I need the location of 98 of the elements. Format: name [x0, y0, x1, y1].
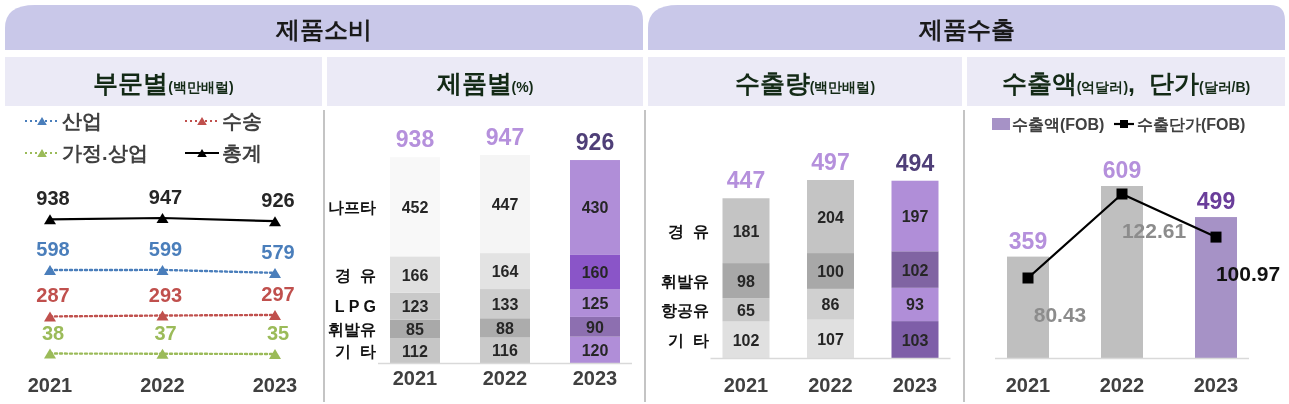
data-label: 452 — [401, 198, 429, 216]
point — [44, 348, 56, 359]
data-label: 90 — [586, 318, 604, 336]
data-label: 93 — [906, 296, 924, 314]
x-tick-label: 2021 — [1005, 374, 1051, 396]
bar — [807, 180, 854, 254]
chart-subtitle: 부문별(백만배럴) — [93, 69, 234, 97]
point — [269, 216, 281, 227]
x-tick-label: 2023 — [1193, 374, 1239, 396]
data-label: 938 — [36, 187, 70, 210]
x-tick-label: 2022 — [140, 374, 185, 396]
total-label: 947 — [485, 124, 525, 150]
legend-label: 수출단가(FOB) — [1137, 116, 1246, 133]
data-label: 123 — [401, 298, 429, 316]
data-label: 65 — [737, 301, 755, 319]
x-tick-label: 2023 — [892, 374, 938, 396]
data-label: 598 — [36, 238, 70, 261]
data-label: 609 — [1102, 157, 1142, 183]
total-label: 938 — [395, 126, 435, 153]
chart-subtitle: 수출액(억달러), 단가(달러/B) — [1001, 69, 1251, 97]
chart-title: 제품수출 — [917, 16, 1015, 43]
data-label: 133 — [491, 295, 519, 313]
chart-subtitle: 제품별(%) — [435, 69, 534, 97]
data-label: 164 — [491, 263, 519, 281]
legend-label: 가정.상업 — [62, 142, 148, 164]
point — [156, 264, 169, 275]
data-label: 293 — [148, 283, 183, 306]
data-label: 88 — [496, 319, 514, 337]
data-label: 947 — [148, 186, 183, 208]
data-label: 112 — [402, 342, 429, 360]
x-tick-label: 2021 — [392, 367, 438, 389]
data-label: 287 — [36, 284, 70, 307]
data-label: 38 — [41, 321, 65, 344]
data-label: 297 — [261, 282, 295, 305]
series-label: 휘발유 — [328, 321, 376, 339]
bar — [480, 155, 530, 254]
point — [44, 311, 56, 322]
data-label: 103 — [901, 331, 929, 349]
total-label: 926 — [575, 129, 615, 156]
x-tick-label: 2021 — [723, 374, 769, 396]
data-label: 447 — [491, 196, 519, 214]
data-label: 926 — [261, 189, 295, 212]
point — [269, 309, 281, 320]
data-label: 204 — [817, 208, 844, 226]
x-tick-label: 2023 — [252, 374, 298, 396]
data-label: 499 — [1196, 188, 1236, 215]
data-label: 579 — [261, 240, 295, 263]
point — [156, 213, 169, 223]
x-tick-label: 2022 — [808, 374, 853, 396]
data-label: 359 — [1008, 227, 1048, 254]
data-label: 599 — [148, 237, 183, 260]
bar — [807, 288, 854, 320]
total-label: 497 — [811, 149, 850, 175]
data-label: 120 — [581, 341, 609, 359]
data-label: 181 — [732, 222, 760, 240]
point — [44, 265, 56, 276]
data-label: 197 — [901, 207, 929, 225]
legend-label: 수송 — [222, 110, 262, 132]
data-label: 85 — [406, 321, 424, 339]
x-tick-label: 2022 — [1099, 374, 1145, 396]
data-label: 102 — [901, 261, 929, 279]
data-label: 37 — [154, 321, 177, 344]
point — [269, 349, 281, 359]
data-label: 430 — [581, 199, 609, 217]
data-label: 100 — [817, 262, 844, 280]
x-tick-label: 2023 — [572, 367, 618, 389]
data-label: 116 — [492, 342, 519, 360]
series-label: 나프타 — [328, 198, 376, 216]
chart-subtitle: 수출량(백만배럴) — [734, 69, 876, 97]
series-label: L P G — [334, 298, 376, 316]
series-label: 경 유 — [667, 222, 709, 240]
series-label: 경 유 — [335, 266, 376, 284]
data-label: 107 — [817, 330, 844, 348]
legend-label: 총계 — [222, 142, 262, 164]
data-label: 35 — [266, 322, 290, 344]
legend-label: 수출액(FOB) — [1012, 116, 1105, 133]
point — [269, 267, 281, 278]
point — [156, 348, 169, 359]
total-label: 447 — [726, 167, 766, 194]
series-label: 기 타 — [667, 331, 709, 349]
series-label: 기 타 — [335, 342, 376, 360]
data-label: 166 — [401, 266, 429, 284]
data-label: 125 — [581, 295, 609, 313]
bar — [722, 198, 770, 264]
point — [44, 214, 56, 225]
series-label: 휘발유 — [660, 272, 709, 290]
x-tick-label: 2022 — [482, 367, 528, 389]
data-label: 98 — [737, 272, 755, 290]
point — [156, 310, 169, 321]
legend-label: 산업 — [62, 110, 102, 132]
data-label: 160 — [581, 263, 609, 281]
chart-title: 제품소비 — [275, 16, 372, 43]
x-tick-label: 2021 — [27, 374, 73, 396]
total-label: 494 — [895, 149, 935, 176]
series-label: 항공유 — [660, 301, 709, 319]
data-label: 86 — [821, 296, 840, 314]
data-label: 100.97 — [1215, 262, 1281, 286]
data-label: 102 — [732, 331, 760, 349]
